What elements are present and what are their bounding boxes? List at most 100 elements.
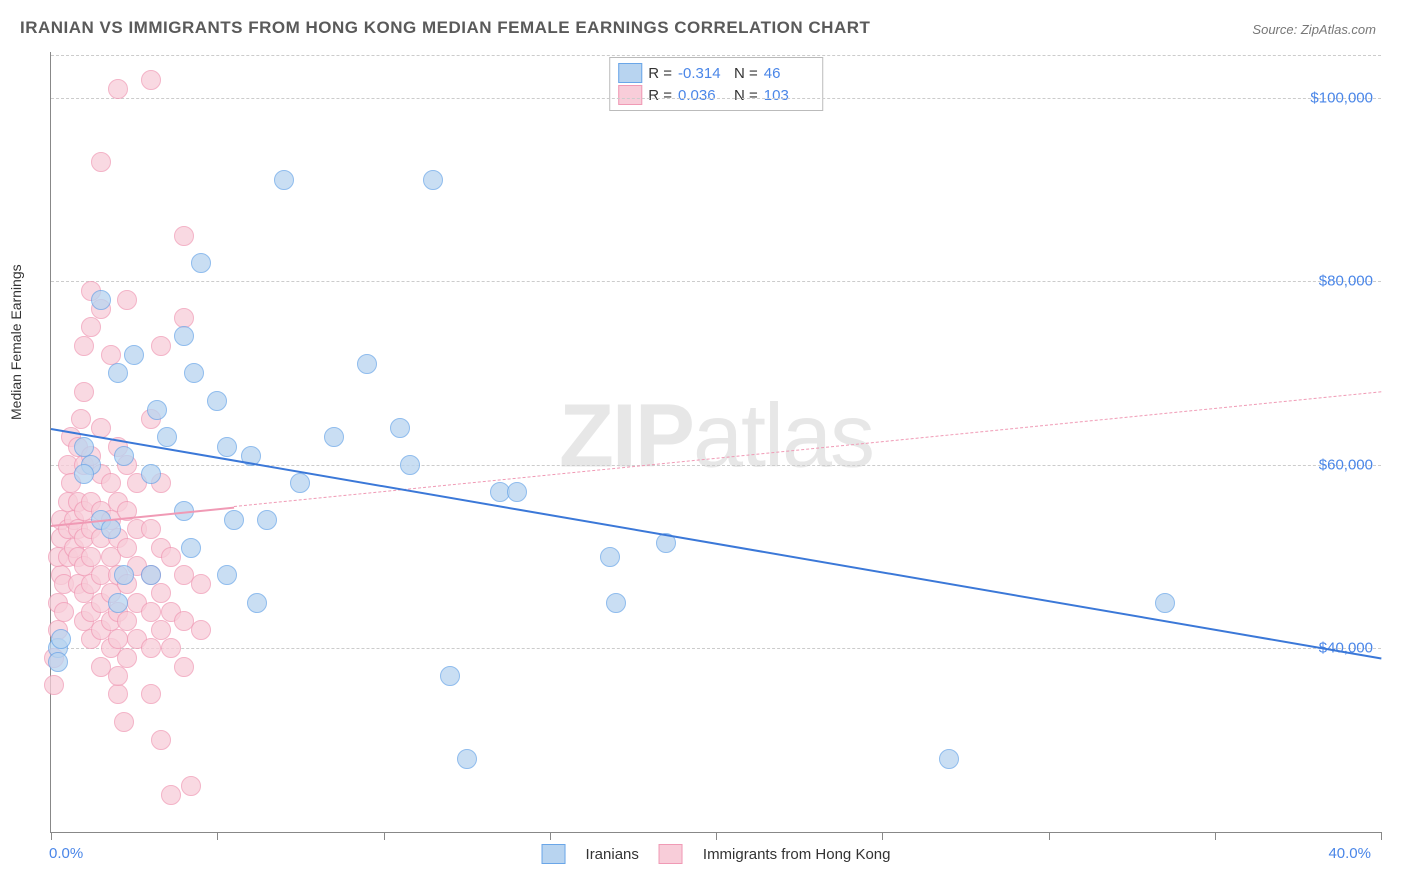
data-point-hongkong bbox=[44, 675, 64, 695]
x-tick bbox=[1381, 832, 1382, 840]
y-axis-label: Median Female Earnings bbox=[8, 264, 24, 420]
data-point-iranians bbox=[606, 593, 626, 613]
data-point-hongkong bbox=[108, 684, 128, 704]
x-tick bbox=[1215, 832, 1216, 840]
x-tick bbox=[1049, 832, 1050, 840]
source-attribution: Source: ZipAtlas.com bbox=[1252, 22, 1376, 37]
data-point-hongkong bbox=[71, 409, 91, 429]
data-point-iranians bbox=[217, 437, 237, 457]
data-point-hongkong bbox=[174, 308, 194, 328]
x-tick bbox=[882, 832, 883, 840]
data-point-iranians bbox=[324, 427, 344, 447]
source-label: Source: bbox=[1252, 22, 1297, 37]
source-link[interactable]: ZipAtlas.com bbox=[1301, 22, 1376, 37]
data-point-iranians bbox=[114, 446, 134, 466]
r-value-iranians: -0.314 bbox=[678, 65, 728, 82]
data-point-iranians bbox=[440, 666, 460, 686]
data-point-hongkong bbox=[101, 473, 121, 493]
data-point-iranians bbox=[174, 326, 194, 346]
data-point-hongkong bbox=[81, 317, 101, 337]
watermark: ZIPatlas bbox=[559, 385, 873, 488]
x-axis-max-label: 40.0% bbox=[1328, 845, 1371, 862]
data-point-hongkong bbox=[191, 620, 211, 640]
chart-title: IRANIAN VS IMMIGRANTS FROM HONG KONG MED… bbox=[20, 18, 870, 38]
data-point-hongkong bbox=[181, 776, 201, 796]
data-point-iranians bbox=[1155, 593, 1175, 613]
n-label: N = bbox=[734, 87, 758, 104]
x-tick bbox=[217, 832, 218, 840]
series-legend: Iranians Immigrants from Hong Kong bbox=[542, 844, 891, 864]
x-tick bbox=[51, 832, 52, 840]
data-point-iranians bbox=[507, 482, 527, 502]
data-point-iranians bbox=[108, 363, 128, 383]
x-axis-min-label: 0.0% bbox=[49, 845, 83, 862]
stats-row-iranians: R = -0.314 N = 46 bbox=[618, 62, 814, 84]
data-point-hongkong bbox=[91, 152, 111, 172]
gridline bbox=[51, 98, 1381, 99]
gridline bbox=[51, 281, 1381, 282]
data-point-hongkong bbox=[151, 583, 171, 603]
data-point-hongkong bbox=[117, 611, 137, 631]
data-point-iranians bbox=[423, 170, 443, 190]
y-tick-label: $60,000 bbox=[1319, 456, 1373, 473]
data-point-hongkong bbox=[141, 638, 161, 658]
data-point-iranians bbox=[114, 565, 134, 585]
data-point-hongkong bbox=[141, 684, 161, 704]
swatch-hongkong bbox=[618, 85, 642, 105]
y-tick-label: $100,000 bbox=[1310, 89, 1373, 106]
data-point-iranians bbox=[74, 437, 94, 457]
x-tick bbox=[384, 832, 385, 840]
data-point-hongkong bbox=[174, 657, 194, 677]
r-value-hongkong: 0.036 bbox=[678, 87, 728, 104]
r-label: R = bbox=[648, 65, 672, 82]
data-point-iranians bbox=[141, 565, 161, 585]
data-point-iranians bbox=[147, 400, 167, 420]
data-point-iranians bbox=[247, 593, 267, 613]
data-point-iranians bbox=[184, 363, 204, 383]
data-point-iranians bbox=[91, 290, 111, 310]
data-point-iranians bbox=[224, 510, 244, 530]
data-point-hongkong bbox=[151, 730, 171, 750]
data-point-hongkong bbox=[74, 336, 94, 356]
data-point-hongkong bbox=[174, 226, 194, 246]
data-point-hongkong bbox=[114, 712, 134, 732]
n-value-iranians: 46 bbox=[764, 65, 814, 82]
data-point-hongkong bbox=[117, 290, 137, 310]
scatter-plot-area: ZIPatlas R = -0.314 N = 46 R = 0.036 N =… bbox=[50, 52, 1381, 833]
data-point-iranians bbox=[48, 652, 68, 672]
data-point-iranians bbox=[257, 510, 277, 530]
n-label: N = bbox=[734, 65, 758, 82]
data-point-iranians bbox=[390, 418, 410, 438]
data-point-hongkong bbox=[101, 345, 121, 365]
data-point-hongkong bbox=[54, 602, 74, 622]
legend-swatch-hongkong bbox=[659, 844, 683, 864]
data-point-iranians bbox=[108, 593, 128, 613]
data-point-iranians bbox=[217, 565, 237, 585]
trendline-iranians bbox=[51, 428, 1381, 659]
data-point-iranians bbox=[101, 519, 121, 539]
data-point-hongkong bbox=[74, 382, 94, 402]
data-point-hongkong bbox=[161, 785, 181, 805]
data-point-hongkong bbox=[161, 547, 181, 567]
data-point-iranians bbox=[939, 749, 959, 769]
data-point-hongkong bbox=[141, 70, 161, 90]
stats-row-hongkong: R = 0.036 N = 103 bbox=[618, 84, 814, 106]
data-point-hongkong bbox=[108, 666, 128, 686]
gridline bbox=[51, 55, 1381, 56]
x-tick bbox=[716, 832, 717, 840]
data-point-iranians bbox=[457, 749, 477, 769]
data-point-iranians bbox=[600, 547, 620, 567]
legend-label-iranians: Iranians bbox=[586, 846, 639, 863]
correlation-stats-legend: R = -0.314 N = 46 R = 0.036 N = 103 bbox=[609, 57, 823, 111]
gridline bbox=[51, 648, 1381, 649]
data-point-iranians bbox=[141, 464, 161, 484]
r-label: R = bbox=[648, 87, 672, 104]
legend-label-hongkong: Immigrants from Hong Kong bbox=[703, 846, 891, 863]
data-point-iranians bbox=[290, 473, 310, 493]
data-point-hongkong bbox=[161, 638, 181, 658]
legend-swatch-iranians bbox=[542, 844, 566, 864]
data-point-iranians bbox=[74, 464, 94, 484]
data-point-hongkong bbox=[81, 547, 101, 567]
data-point-hongkong bbox=[117, 648, 137, 668]
data-point-hongkong bbox=[151, 336, 171, 356]
